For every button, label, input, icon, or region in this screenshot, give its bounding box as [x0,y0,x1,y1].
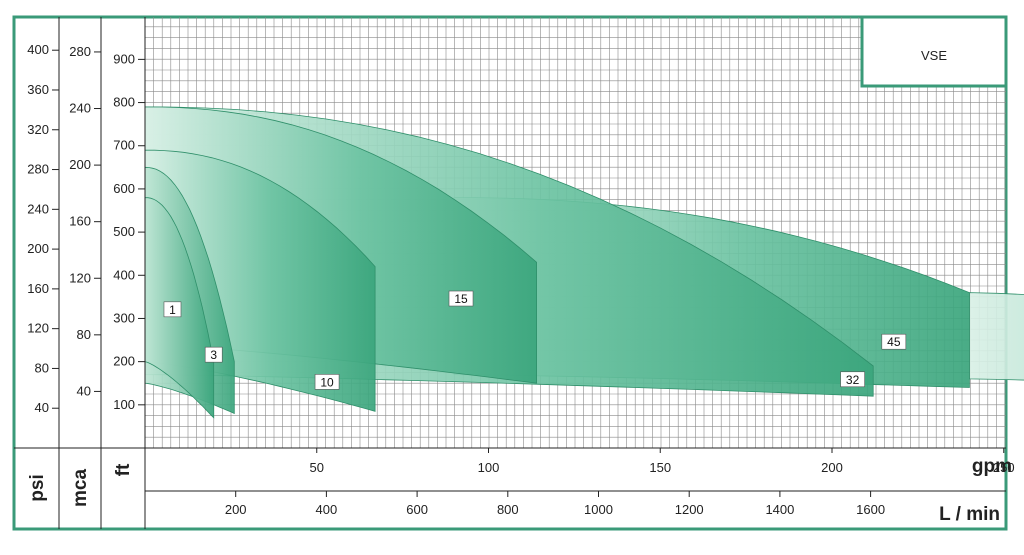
lmin-tick-label: 1400 [765,502,794,517]
psi-tick-label: 120 [27,321,49,336]
x-axis-ticks: 5010015020025030035040020040060080010001… [225,448,1015,517]
series-label-3: 3 [210,348,217,362]
lmin-tick-label: 1000 [584,502,613,517]
series-label-box [840,371,865,388]
series-label-32: 32 [846,373,860,387]
lmin-tick-label: 200 [225,502,247,517]
psi-axis-label: psi [27,474,48,501]
ft-axis-label: ft [113,463,134,476]
ft-tick-label: 900 [113,51,135,66]
mca-tick-label: 80 [77,327,91,342]
psi-tick-label: 280 [27,162,49,177]
y-axis-ticks: 40 80 120 160 200 240 280 320 360 400 40 80 120 160 20… [27,42,145,415]
outer-border [12,15,1008,531]
series-label-15: 15 [454,292,468,306]
psi-tick-label: 360 [27,82,49,97]
gpm-tick-label: 200 [821,460,843,475]
mca-tick-label: 40 [77,383,91,398]
psi-tick-label: 160 [27,281,49,296]
psi-tick-label: 40 [35,400,49,415]
lmin-tick-label: 1200 [675,502,704,517]
ft-tick-label: 300 [113,310,135,325]
lmin-tick-label: 800 [497,502,519,517]
psi-tick-label: 240 [27,201,49,216]
mca-tick-label: 200 [69,157,91,172]
gpm-tick-label: 250 [993,460,1015,475]
mca-axis-label: mca [70,469,91,507]
mca-tick-label: 240 [69,101,91,116]
series-label-box [163,301,182,318]
ft-tick-label: 500 [113,224,135,239]
ft-tick-label: 600 [113,181,135,196]
series-label-box [314,374,340,390]
ft-tick-label: 100 [113,397,135,412]
lmin-axis-label: L / min [939,504,1000,525]
psi-tick-label: 80 [35,360,49,375]
gpm-axis-label: gpm [972,456,1012,477]
series-label-box [448,290,474,307]
gpm-tick-label: 50 [310,460,324,475]
chart-title: VSE [921,48,947,63]
ft-tick-label: 200 [113,354,135,369]
series-label-box [881,333,907,350]
gpm-tick-label: 100 [478,460,500,475]
ft-tick-label: 800 [113,95,135,110]
mca-tick-label: 120 [69,270,91,285]
series-labels: 131015324564 [163,290,907,390]
psi-tick-label: 200 [27,241,49,256]
series-label-box [204,346,223,363]
psi-tick-label: 400 [27,42,49,57]
series-label-10: 10 [320,375,334,389]
lmin-tick-label: 400 [316,502,338,517]
series-label-1: 1 [169,303,176,317]
ft-tick-label: 700 [113,138,135,153]
mca-tick-label: 160 [69,214,91,229]
psi-tick-label: 320 [27,122,49,137]
lmin-tick-label: 1600 [856,502,885,517]
lmin-tick-label: 600 [406,502,428,517]
performance-areas [144,106,1024,419]
ft-tick-label: 400 [113,267,135,282]
mca-tick-label: 280 [69,44,91,59]
series-label-45: 45 [887,335,901,349]
title-box [860,15,1008,88]
area-series-64 [969,292,1024,381]
gpm-tick-label: 150 [649,460,671,475]
